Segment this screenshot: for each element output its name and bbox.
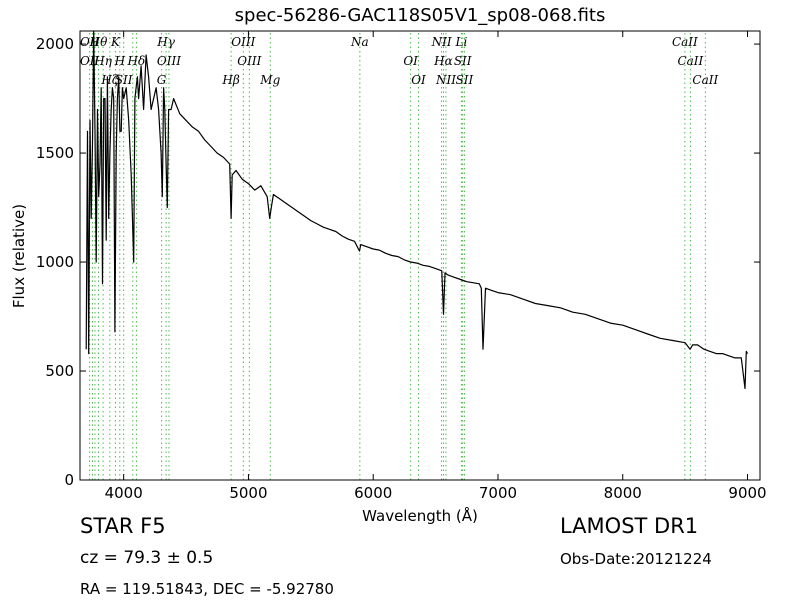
spectral-line-label: NII	[431, 35, 452, 49]
y-tick-label: 0	[64, 471, 74, 489]
coordinates: RA = 119.51843, DEC = -5.92780	[80, 580, 334, 598]
spectral-line-label: Hα	[433, 54, 453, 68]
x-tick-label: 7000	[479, 484, 517, 502]
spectral-line-label: CaII	[677, 54, 703, 68]
spectral-line-label: Hζ	[100, 73, 119, 87]
x-tick-label: 5000	[229, 484, 267, 502]
spectral-line-label: OIII	[231, 35, 255, 49]
plot-frame	[79, 30, 761, 481]
spectral-line-label: Na	[350, 35, 369, 49]
y-axis-ticks: 0 500 1000 1500 2000	[36, 35, 760, 489]
spectral-line-label: Hβ	[221, 73, 239, 87]
y-axis-label: Flux (relative)	[10, 204, 28, 308]
spectral-line-label: G	[157, 73, 167, 87]
spectral-line-label: OII	[80, 35, 100, 49]
line-labels-layer: OIIOIIHθHηHζKHSIIHδGHγOIIIHβOIIIOIIIMgNa…	[80, 35, 719, 87]
spectral-line-label: Hη	[93, 54, 112, 68]
x-tick-label: 9000	[728, 484, 766, 502]
survey-name: LAMOST DR1	[560, 514, 699, 538]
plot-area	[80, 31, 760, 480]
spectral-line-label: Li	[455, 35, 468, 49]
spectral-line-label: OIII	[157, 54, 181, 68]
spectral-line-label: SII	[456, 73, 474, 87]
spectral-line-label: OI	[403, 54, 418, 68]
x-axis-label: Wavelength (Å)	[362, 506, 478, 525]
spectral-line-label: Mg	[259, 73, 280, 87]
y-tick-label: 1500	[36, 144, 74, 162]
spectral-line-label: CaII	[692, 73, 718, 87]
x-tick-label: 6000	[354, 484, 392, 502]
observation-date: Obs-Date:20121224	[560, 550, 712, 568]
spectral-line-label: H	[114, 54, 126, 68]
spectral-line-label: OI	[411, 73, 426, 87]
spectral-line-label: OIII	[237, 54, 261, 68]
y-tick-label: 500	[45, 362, 74, 380]
spectral-line-label: K	[110, 35, 121, 49]
spectral-class: STAR F5	[80, 514, 166, 538]
x-tick-label: 4000	[105, 484, 143, 502]
y-tick-label: 2000	[36, 35, 74, 53]
spectral-line-label: Hθ	[89, 35, 108, 49]
series-layer	[85, 30, 749, 390]
spectral-line-label: Hγ	[156, 35, 175, 49]
redshift-cz: cz = 79.3 ± 0.5	[80, 548, 214, 568]
spectral-line-label: SII	[454, 54, 472, 68]
spectral-line-label: Hδ	[127, 54, 146, 68]
spectral-line-label: NII	[435, 73, 456, 87]
chart-title: spec-56286-GAC118S05V1_sp08-068.fits	[234, 5, 606, 26]
x-axis-ticks: 4000 5000 6000 7000 8000 9000	[105, 31, 767, 502]
spectrum-series-line	[85, 30, 749, 390]
spectral-line-label: CaII	[672, 35, 698, 49]
x-tick-label: 8000	[604, 484, 642, 502]
spectral-line-label: SII	[115, 73, 133, 87]
y-tick-label: 1000	[36, 253, 74, 271]
